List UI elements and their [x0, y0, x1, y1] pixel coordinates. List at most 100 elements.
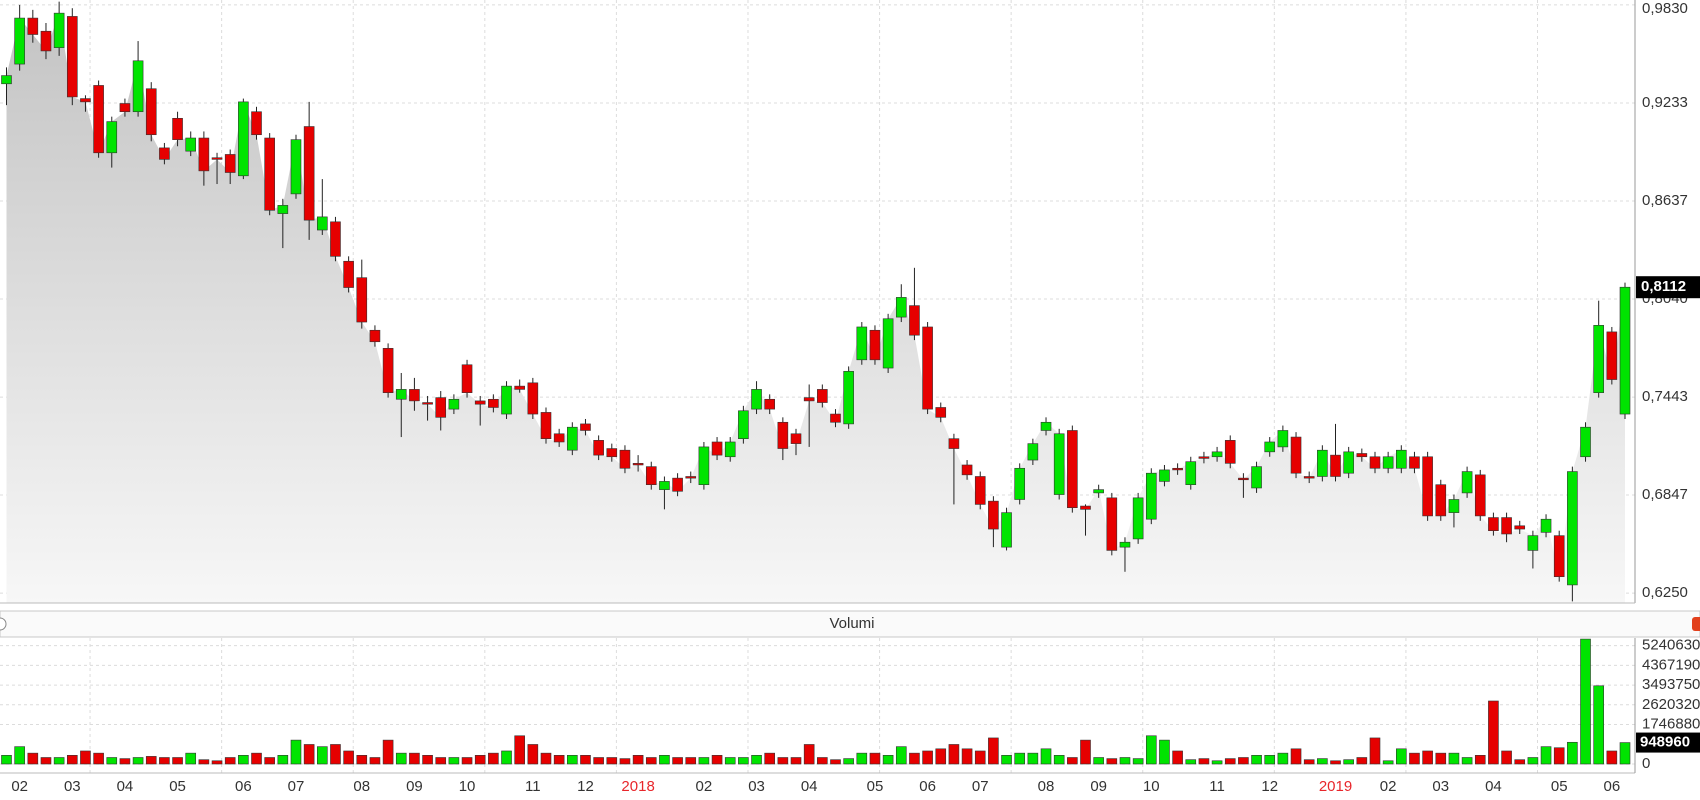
volume-bar — [1488, 700, 1499, 765]
volume-bar — [238, 755, 249, 765]
volume-bar — [1567, 741, 1578, 765]
candle-body — [80, 98, 91, 103]
volume-bar — [211, 760, 223, 765]
candle-body — [501, 385, 512, 415]
candle-body — [27, 17, 39, 35]
volume-bar — [764, 752, 775, 765]
last-value-box — [1636, 732, 1700, 753]
volume-bar — [1553, 747, 1565, 765]
volume-bar — [790, 757, 802, 765]
x-tick-label: 04 — [117, 778, 134, 795]
candle-body — [159, 147, 170, 160]
volume-bar — [1211, 760, 1223, 765]
candle-body — [1132, 497, 1144, 540]
candle-body — [343, 260, 354, 288]
x-tick-label: 09 — [406, 778, 423, 795]
volume-bar — [224, 757, 236, 765]
volume-bar — [251, 752, 262, 765]
volume-bar — [1396, 748, 1407, 765]
candle-body — [764, 398, 775, 410]
volume-bar — [382, 739, 394, 765]
x-tick-label: 2019 — [1319, 778, 1352, 795]
candle-body — [1330, 454, 1341, 477]
volume-bar — [922, 750, 933, 765]
x-tick-label: 05 — [169, 778, 186, 795]
volume-bar — [1172, 750, 1183, 765]
volume-bar — [843, 758, 854, 765]
volume-bar — [1356, 757, 1368, 765]
x-tick-label: 12 — [1261, 778, 1278, 795]
volume-bar — [119, 758, 131, 765]
candle-body — [1356, 453, 1368, 458]
candle-body — [251, 111, 262, 136]
candle-body — [264, 137, 275, 211]
candle-body — [935, 407, 947, 418]
panel-icon[interactable] — [0, 617, 7, 631]
candle-body — [40, 30, 52, 52]
volume-bar — [606, 757, 618, 765]
volume-bar — [422, 755, 433, 765]
candle-body — [777, 421, 789, 449]
volume-bar — [395, 752, 407, 765]
x-tick-label: 06 — [235, 778, 252, 795]
candle-body — [14, 17, 25, 65]
volume-bar — [1527, 757, 1539, 765]
candle-body — [869, 329, 881, 361]
candle-body — [1277, 430, 1289, 448]
volume-bar — [974, 750, 986, 765]
candle-body — [1027, 443, 1039, 461]
candle-body — [1593, 325, 1604, 393]
volume-bar — [567, 755, 578, 765]
candle-body — [567, 426, 578, 451]
y-tick-label: 2620320 — [1642, 696, 1700, 713]
candle-body — [435, 397, 447, 418]
candle-body — [1619, 286, 1631, 415]
panel-close-button[interactable] — [1692, 617, 1700, 631]
candle-body — [1303, 476, 1315, 479]
y-tick-label: 0,9233 — [1642, 94, 1688, 111]
volume-bar — [1093, 757, 1104, 765]
candle-body — [961, 464, 973, 476]
volume-bar — [580, 755, 591, 765]
candle-body — [1448, 499, 1460, 513]
volume-bar — [264, 757, 275, 765]
candle-body — [238, 101, 249, 177]
candle-body — [751, 389, 762, 410]
volume-bar — [1053, 755, 1065, 765]
candle-body — [909, 305, 920, 336]
last-value-label: 0,8112 — [1641, 278, 1686, 295]
candle-body — [672, 477, 683, 492]
volume-bar — [1067, 757, 1078, 765]
candle-body — [1474, 474, 1486, 517]
volume-bar — [1540, 746, 1552, 765]
volume-bar — [409, 752, 420, 765]
last-value-label: 948960 — [1640, 734, 1690, 751]
candle-body — [1238, 477, 1249, 481]
candle-body — [93, 85, 104, 154]
x-tick-label: 11 — [1209, 778, 1225, 795]
candle-body — [843, 371, 854, 425]
candle-body — [106, 121, 118, 154]
volume-bar — [1198, 758, 1210, 765]
volume-bar — [40, 757, 52, 765]
candle-body — [1382, 456, 1394, 469]
volume-bar — [277, 755, 289, 765]
volume-bar — [488, 752, 499, 765]
volume-bar — [448, 757, 460, 765]
candle-body — [817, 389, 828, 403]
candle-body — [409, 389, 420, 402]
candle-body — [1290, 436, 1302, 474]
candle-body — [514, 385, 525, 390]
volume-bar — [1448, 752, 1460, 765]
candle-body — [1567, 471, 1578, 586]
candle-body — [224, 154, 236, 173]
volume-bar — [330, 744, 341, 765]
candle-body — [1422, 456, 1433, 517]
candle-body — [145, 88, 157, 136]
volume-bar — [685, 757, 697, 765]
volume-bar — [435, 757, 447, 765]
volume-bar — [106, 757, 118, 765]
volume-bar — [1619, 742, 1631, 765]
candle-body — [211, 157, 223, 160]
